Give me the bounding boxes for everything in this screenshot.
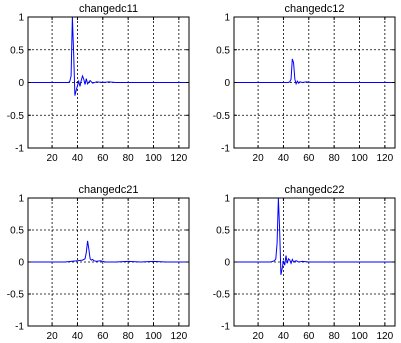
y-tick-label: 0 [224, 258, 230, 269]
x-tick-label: 20 [253, 153, 265, 164]
y-tick-label: 0.5 [216, 45, 230, 56]
y-tick-label: 0.5 [216, 226, 230, 237]
y-tick-label: -1 [15, 144, 24, 155]
y-tick-label: -1 [221, 144, 230, 155]
y-tick-label: -0.5 [213, 111, 231, 122]
x-tick-label: 100 [145, 153, 162, 164]
x-tick-label: 60 [303, 153, 315, 164]
subplot-1: 20 40 60 80 100 120 1 0.5 0 -0.5 -1 changedc11 [7, 3, 190, 164]
x-tick-label: 60 [97, 153, 109, 164]
series-line [28, 16, 189, 96]
y-tick-label: 1 [224, 13, 230, 24]
x-tick-label: 60 [97, 331, 109, 342]
x-tick-label: 80 [123, 153, 135, 164]
x-tick-label: 80 [329, 153, 341, 164]
x-tick-label: 40 [72, 331, 84, 342]
x-tick-label: 20 [253, 331, 265, 342]
subplot-title: changedc11 [79, 3, 138, 15]
subplot-3: 20 40 60 80 100 120 1 0.5 0 -0.5 -1 changedc21 [7, 184, 190, 342]
y-tick-label: -1 [15, 322, 24, 333]
subplot-2: 20 40 60 80 100 120 1 0.5 0 -0.5 -1 changedc12 [213, 3, 396, 164]
subplot-4: 20 40 60 80 100 120 1 0.5 0 -0.5 -1 changedc22 [213, 184, 396, 342]
x-tick-label: 120 [377, 153, 394, 164]
y-tick-label: 0 [18, 78, 24, 89]
x-tick-label: 80 [329, 331, 341, 342]
y-tick-label: 1 [18, 13, 24, 24]
series-line [234, 197, 395, 275]
x-tick-label: 80 [123, 331, 135, 342]
x-tick-label: 20 [47, 331, 59, 342]
x-tick-label: 40 [72, 153, 84, 164]
series-line [28, 240, 189, 263]
x-tick-label: 100 [351, 331, 368, 342]
x-tick-label: 100 [351, 153, 368, 164]
x-tick-label: 120 [171, 153, 188, 164]
x-tick-label: 40 [278, 331, 290, 342]
x-tick-label: 60 [303, 331, 315, 342]
series-line [234, 58, 395, 86]
y-tick-label: 1 [18, 194, 24, 205]
x-tick-label: 120 [377, 331, 394, 342]
y-tick-label: -0.5 [213, 290, 231, 301]
y-tick-label: 1 [224, 194, 230, 205]
x-tick-label: 100 [145, 331, 162, 342]
subplot-title: changedc22 [285, 184, 345, 196]
x-tick-label: 20 [47, 153, 59, 164]
subplot-title: changedc12 [285, 3, 345, 15]
y-tick-label: -0.5 [7, 111, 25, 122]
y-tick-label: -0.5 [7, 290, 25, 301]
x-tick-label: 120 [171, 331, 188, 342]
y-tick-label: -1 [221, 322, 230, 333]
y-tick-label: 0 [18, 258, 24, 269]
y-tick-label: 0.5 [10, 226, 24, 237]
subplot-title: changedc21 [79, 184, 139, 196]
x-tick-label: 40 [278, 153, 290, 164]
y-tick-label: 0 [224, 78, 230, 89]
y-tick-label: 0.5 [10, 45, 24, 56]
